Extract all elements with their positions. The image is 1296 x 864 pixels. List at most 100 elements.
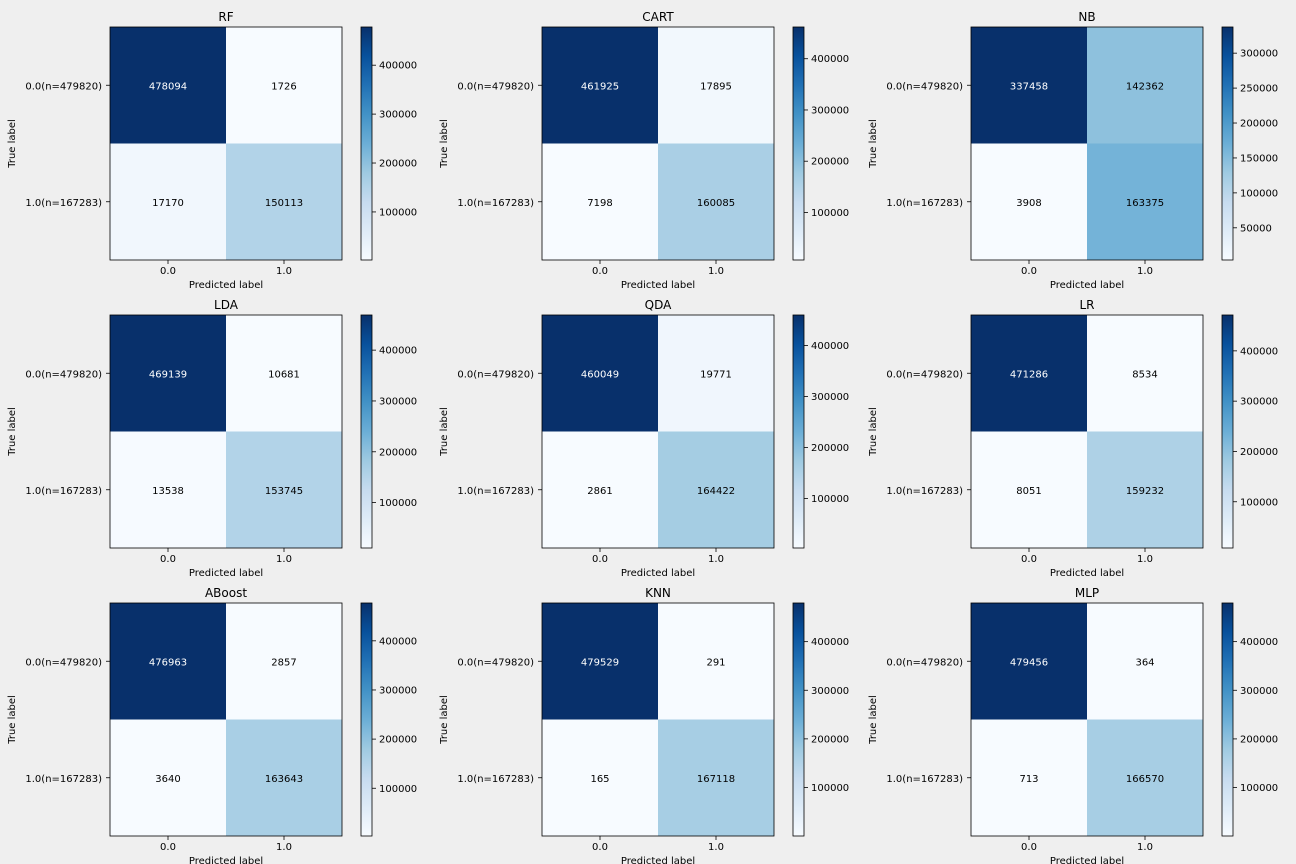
panel-title: LR [1079, 298, 1094, 312]
cell-1-0 [971, 431, 1087, 548]
cell-0-0 [971, 603, 1087, 720]
x-tick-label: 0.0 [1021, 842, 1037, 853]
y-axis-label: True label [868, 695, 879, 745]
cell-value-1-0: 713 [1019, 774, 1038, 785]
x-tick-label: 1.0 [276, 554, 292, 565]
colorbar-tick-label: 100000 [811, 783, 849, 794]
colorbar-tick-label: 100000 [1240, 783, 1278, 794]
colorbar-tick-label: 100000 [379, 784, 417, 795]
y-tick-label: 0.0(n=479820) [457, 657, 534, 668]
panel-title: RF [218, 10, 233, 24]
colorbar-tick-label: 100000 [379, 498, 417, 509]
cell-value-0-0: 479456 [1010, 657, 1048, 668]
x-tick-label: 1.0 [1137, 842, 1153, 853]
x-axis-label: Predicted label [621, 856, 695, 864]
cell-value-1-1: 166570 [1126, 774, 1164, 785]
y-tick-label: 0.0(n=479820) [886, 369, 963, 380]
colorbar-tick-label: 200000 [379, 735, 417, 746]
cell-0-1 [1087, 315, 1203, 432]
cell-0-0 [110, 315, 226, 432]
matrix-frame [541, 602, 775, 837]
y-tick-label: 0.0(n=479820) [886, 81, 963, 92]
y-tick-label: 1.0(n=167283) [457, 198, 534, 209]
colorbar [360, 314, 373, 549]
x-axis-label: Predicted label [189, 280, 263, 291]
cell-0-0 [542, 27, 658, 144]
x-tick-label: 1.0 [1137, 266, 1153, 277]
x-tick-label: 1.0 [708, 266, 724, 277]
cell-value-0-0: 479529 [581, 657, 619, 668]
cell-value-0-1: 291 [706, 657, 725, 668]
colorbar [360, 26, 373, 261]
cell-0-1 [226, 603, 342, 720]
matrix-frame [541, 26, 775, 261]
y-axis-label: True label [868, 407, 879, 457]
cell-value-1-0: 8051 [1016, 486, 1041, 497]
colorbar-tick-label: 250000 [1240, 84, 1278, 95]
x-tick-label: 1.0 [708, 842, 724, 853]
colorbar-tick-label: 300000 [379, 110, 417, 121]
colorbar [1221, 314, 1234, 549]
y-axis-label: True label [439, 119, 450, 169]
cell-value-1-1: 150113 [265, 198, 303, 209]
panel-title: MLP [1075, 586, 1099, 600]
x-axis-label: Predicted label [621, 568, 695, 579]
colorbar-tick-label: 100000 [811, 494, 849, 505]
colorbar-tick-label: 200000 [811, 157, 849, 168]
x-tick-label: 0.0 [592, 554, 608, 565]
x-axis-label: Predicted label [1050, 568, 1124, 579]
y-axis-label: True label [439, 695, 450, 745]
colorbar-tick-label: 300000 [811, 392, 849, 403]
x-axis-label: Predicted label [621, 280, 695, 291]
confusion-matrix-knn: 479529 291 165 167118 KNN 0.0 1.0 Predicted lab… [439, 586, 849, 864]
cell-value-1-1: 167118 [697, 774, 735, 785]
cell-0-0 [542, 603, 658, 720]
cell-1-1 [226, 431, 342, 548]
cell-1-0 [542, 431, 658, 548]
colorbar [360, 602, 373, 837]
confusion-matrix-aboost: 476963 2857 3640 163643 ABoost 0.0 1.0 Predicte… [7, 586, 417, 864]
colorbar-tick-label: 200000 [811, 734, 849, 745]
cell-1-1 [226, 143, 342, 260]
panel-title: NB [1078, 10, 1095, 24]
matrix-frame [970, 314, 1204, 549]
colorbar-tick-label: 100000 [1240, 188, 1278, 199]
cell-value-1-0: 3908 [1016, 198, 1041, 209]
cell-value-0-1: 2857 [271, 657, 296, 668]
x-tick-label: 0.0 [160, 842, 176, 853]
colorbar-tick-label: 300000 [379, 685, 417, 696]
y-tick-label: 1.0(n=167283) [457, 774, 534, 785]
cell-1-1 [658, 431, 774, 548]
cell-1-0 [971, 143, 1087, 260]
x-tick-label: 0.0 [592, 842, 608, 853]
cell-value-1-1: 163643 [265, 774, 303, 785]
x-tick-label: 1.0 [276, 842, 292, 853]
cell-0-0 [971, 27, 1087, 144]
cell-value-0-1: 8534 [1132, 369, 1157, 380]
cell-value-0-0: 461925 [581, 81, 619, 92]
cell-1-0 [542, 143, 658, 260]
cell-0-1 [658, 27, 774, 144]
matrix-frame [109, 26, 343, 261]
cell-0-0 [971, 315, 1087, 432]
cell-1-1 [226, 719, 342, 836]
confusion-matrix-qda: 460049 19771 2861 164422 QDA 0.0 1.0 Predicted … [439, 298, 849, 579]
panel-title: LDA [214, 298, 239, 312]
matrix-frame [970, 602, 1204, 837]
cell-value-1-1: 163375 [1126, 198, 1164, 209]
cell-1-1 [1087, 431, 1203, 548]
x-tick-label: 0.0 [1021, 266, 1037, 277]
colorbar-tick-label: 200000 [379, 159, 417, 170]
cell-value-1-1: 153745 [265, 486, 303, 497]
cell-1-0 [542, 719, 658, 836]
colorbar-tick-label: 400000 [1240, 637, 1278, 648]
cell-value-0-0: 478094 [149, 81, 187, 92]
cell-0-1 [226, 27, 342, 144]
colorbar-tick-label: 300000 [1240, 397, 1278, 408]
colorbar-tick-label: 400000 [811, 341, 849, 352]
y-tick-label: 1.0(n=167283) [25, 198, 102, 209]
cell-value-0-1: 10681 [268, 369, 300, 380]
y-tick-label: 0.0(n=479820) [25, 369, 102, 380]
x-tick-label: 0.0 [1021, 554, 1037, 565]
